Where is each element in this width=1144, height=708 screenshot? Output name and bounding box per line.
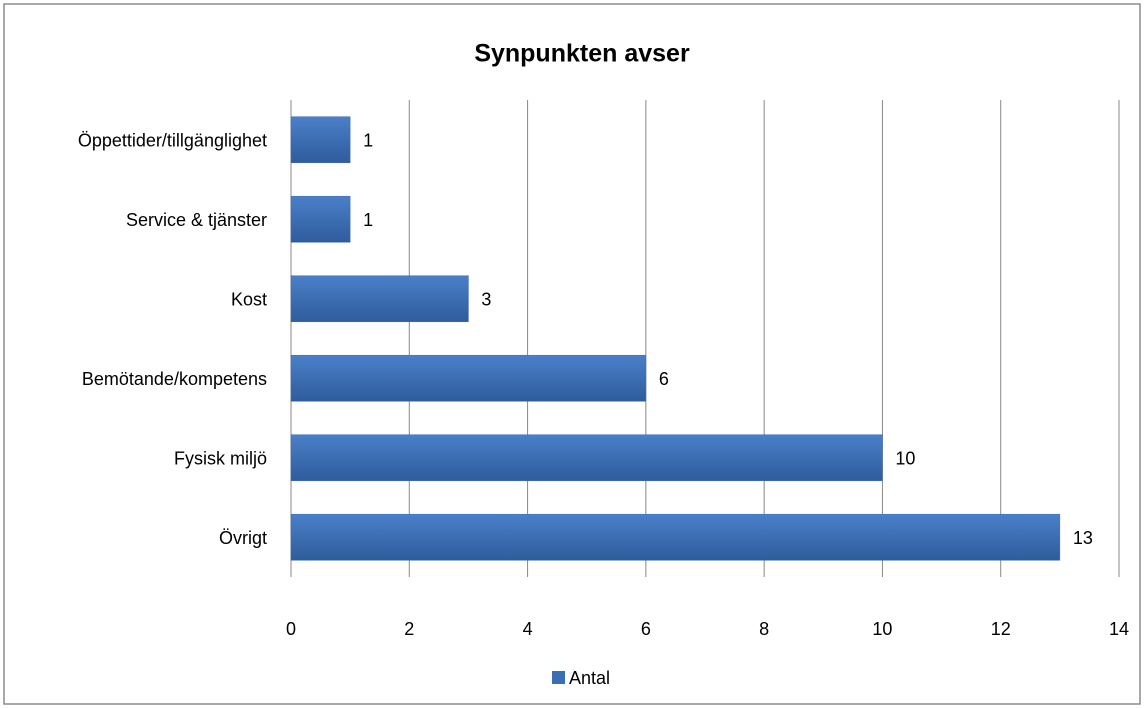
y-tick-label: Bemötande/kompetens bbox=[82, 369, 267, 389]
x-tick-label: 2 bbox=[404, 619, 414, 639]
data-label: 3 bbox=[481, 290, 491, 310]
x-tick-label: 12 bbox=[991, 619, 1011, 639]
x-tick-label: 8 bbox=[759, 619, 769, 639]
legend-label: Antal bbox=[569, 668, 610, 688]
data-label: 13 bbox=[1073, 528, 1093, 548]
y-tick-label: Övrigt bbox=[219, 528, 267, 548]
x-tick-label: 14 bbox=[1109, 619, 1129, 639]
y-tick-label: Öppettider/tillgänglighet bbox=[78, 131, 267, 151]
data-label: 1 bbox=[363, 210, 373, 230]
bar bbox=[290, 275, 469, 323]
x-tick-label: 4 bbox=[523, 619, 533, 639]
y-tick-label: Fysisk miljö bbox=[174, 449, 267, 469]
y-tick-label: Kost bbox=[231, 290, 267, 310]
legend-swatch bbox=[552, 671, 565, 684]
x-tick-label: 6 bbox=[641, 619, 651, 639]
data-label: 10 bbox=[895, 449, 915, 469]
chart-border bbox=[3, 3, 1141, 705]
bar bbox=[290, 434, 883, 482]
x-tick-label: 0 bbox=[286, 619, 296, 639]
data-label: 6 bbox=[659, 369, 669, 389]
y-tick-label: Service & tjänster bbox=[126, 210, 267, 230]
chart-title: Synpunkten avser bbox=[474, 40, 690, 68]
bar bbox=[290, 513, 1061, 561]
data-label: 1 bbox=[363, 131, 373, 151]
bar bbox=[290, 354, 647, 402]
x-tick-label: 10 bbox=[872, 619, 892, 639]
bar bbox=[290, 195, 351, 243]
bar bbox=[290, 116, 351, 164]
